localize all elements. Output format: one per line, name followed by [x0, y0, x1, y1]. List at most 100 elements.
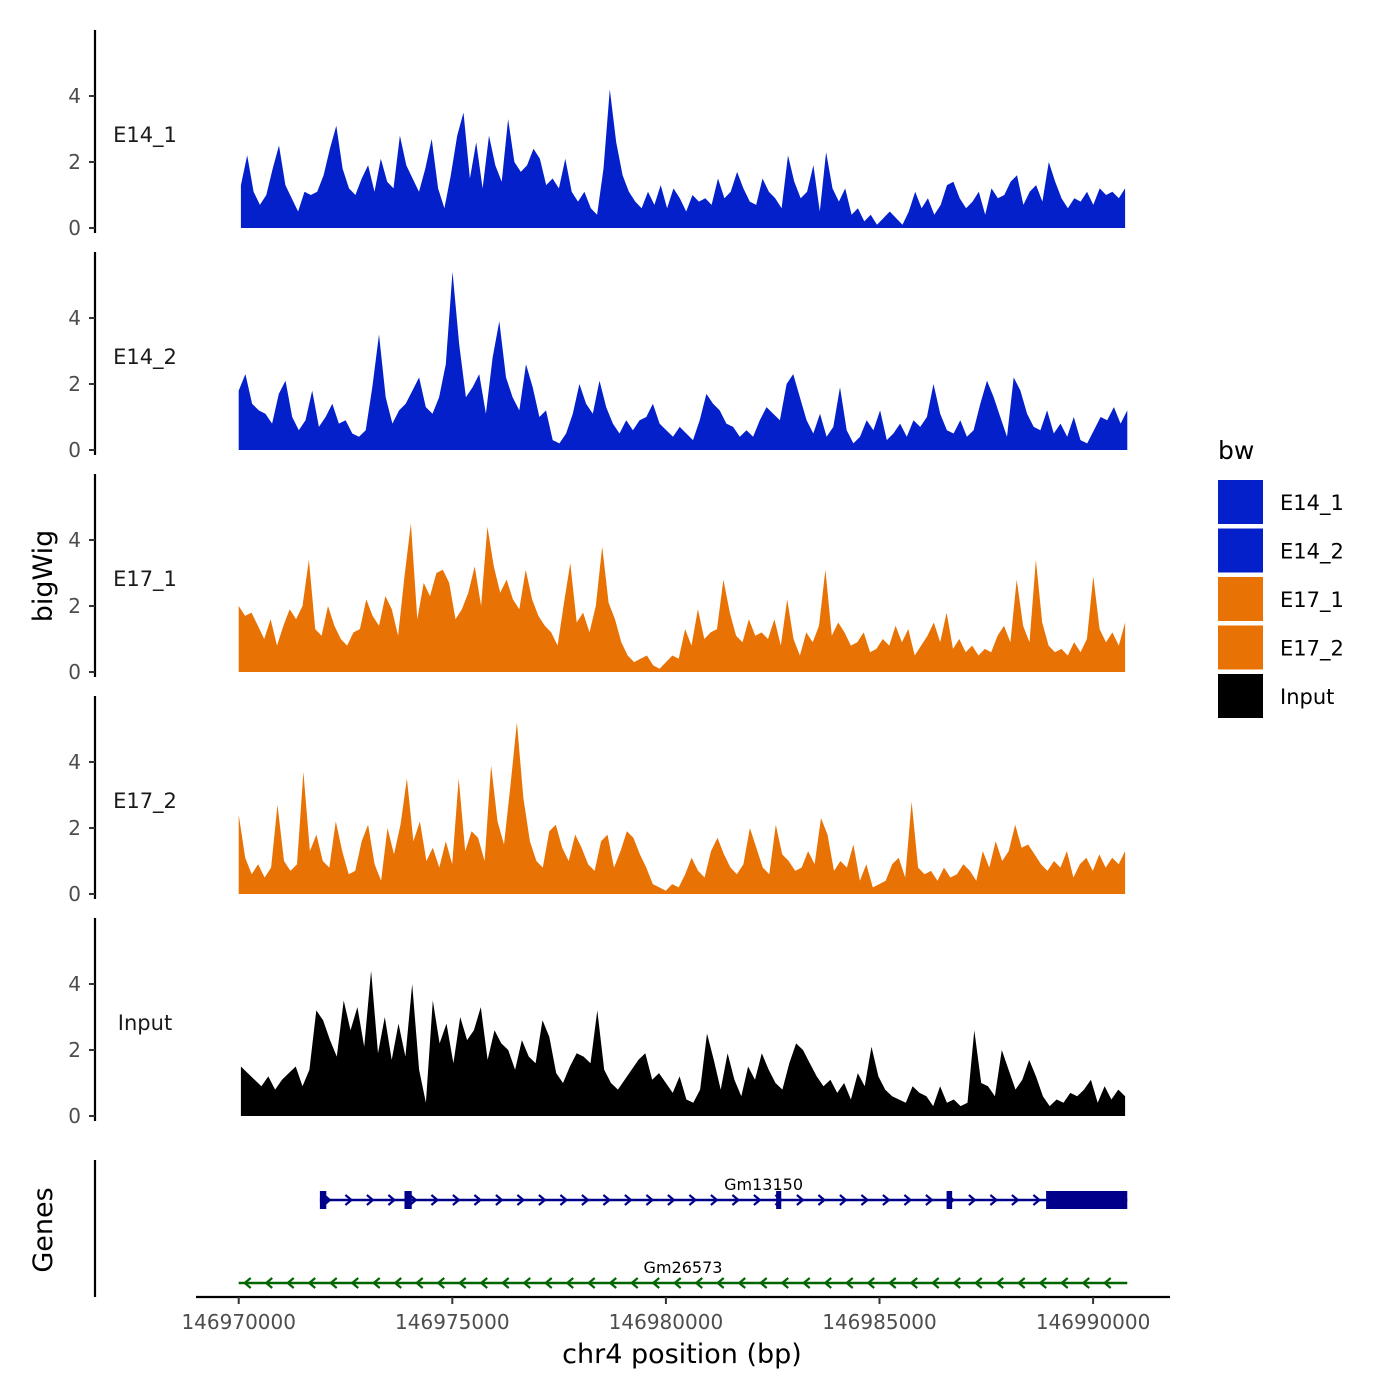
- signal-area-e14_1: [240, 89, 1126, 229]
- strand-arrow: [452, 1194, 461, 1206]
- legend-title: bw: [1218, 436, 1254, 465]
- strand-arrow: [817, 1194, 827, 1206]
- y-tick-label: 2: [68, 372, 81, 396]
- legend-entry-e14_2: E14_2: [1218, 528, 1344, 573]
- y-tick-label: 2: [68, 594, 81, 618]
- track-input: 0 2 4 Input: [68, 918, 1126, 1128]
- track-e17_2: 0 2 4 E17_2: [68, 696, 1126, 906]
- legend-label: Input: [1280, 685, 1334, 709]
- strand-arrow: [1011, 1194, 1020, 1206]
- y-tick-label: 4: [68, 84, 81, 108]
- track-e14_1: 0 2 4 E14_1: [68, 30, 1126, 240]
- strand-arrow: [909, 1277, 918, 1289]
- strand-arrow: [1032, 1194, 1042, 1206]
- strand-arrow: [882, 1194, 891, 1206]
- strand-arrow: [995, 1277, 1004, 1289]
- strand-arrow: [688, 1194, 698, 1206]
- strand-arrow: [931, 1277, 940, 1289]
- strand-arrow: [522, 1277, 531, 1289]
- strand-arrow: [989, 1194, 999, 1206]
- strand-arrow: [559, 1194, 569, 1206]
- strand-arrow: [329, 1277, 338, 1289]
- strand-arrow: [516, 1194, 526, 1206]
- strand-arrow: [630, 1277, 639, 1289]
- strand-arrow: [479, 1277, 488, 1289]
- x-tick-label: 146990000: [1036, 1310, 1151, 1334]
- strand-arrow: [839, 1194, 848, 1206]
- y-tick-label: 2: [68, 1038, 81, 1062]
- strand-arrow: [796, 1194, 805, 1206]
- strand-arrow: [694, 1277, 703, 1289]
- strand-arrow: [286, 1277, 295, 1289]
- strand-arrow: [415, 1277, 424, 1289]
- strand-arrow: [968, 1194, 977, 1206]
- strand-arrow: [495, 1194, 504, 1206]
- x-tick-label: 146975000: [395, 1310, 510, 1334]
- strand-arrow: [866, 1277, 875, 1289]
- strand-arrow: [925, 1194, 934, 1206]
- x-tick-label: 146980000: [609, 1310, 724, 1334]
- y-tick-label: 0: [68, 438, 81, 462]
- x-axis-title: chr4 position (bp): [562, 1339, 802, 1370]
- strand-arrow: [780, 1277, 789, 1289]
- signal-area-e17_2: [238, 722, 1126, 894]
- strand-arrow: [673, 1277, 682, 1289]
- legend-swatch: [1218, 480, 1263, 524]
- strand-arrow: [1081, 1277, 1090, 1289]
- legend-swatch: [1218, 528, 1263, 573]
- strand-arrow: [710, 1194, 719, 1206]
- strand-arrow: [1038, 1277, 1047, 1289]
- exon: [946, 1191, 953, 1209]
- strand-arrow: [372, 1277, 381, 1289]
- y-tick-label: 0: [68, 660, 81, 684]
- strand-arrow: [624, 1194, 633, 1206]
- exon: [319, 1191, 327, 1209]
- y-tick-label: 0: [68, 216, 81, 240]
- strand-arrow: [387, 1194, 397, 1206]
- strand-arrow: [430, 1194, 440, 1206]
- strand-arrow: [393, 1277, 402, 1289]
- track-e17_1: 0 2 4 E17_1: [68, 474, 1126, 684]
- strand-arrow: [1103, 1277, 1112, 1289]
- y-tick-label: 0: [68, 882, 81, 906]
- strand-arrow: [264, 1277, 273, 1289]
- genes-layer: Gm13150 Gm26573: [93, 1160, 1128, 1297]
- strand-arrow: [731, 1194, 741, 1206]
- x-tick-label: 146985000: [822, 1310, 937, 1334]
- strand-arrow: [974, 1277, 983, 1289]
- y-tick-label: 4: [68, 750, 81, 774]
- strand-arrow: [753, 1194, 762, 1206]
- strand-arrow: [436, 1277, 445, 1289]
- strand-arrow: [473, 1194, 483, 1206]
- legend-label: E14_1: [1280, 491, 1344, 516]
- strand-arrow: [581, 1194, 590, 1206]
- strand-arrow: [587, 1277, 596, 1289]
- strand-arrow: [544, 1277, 553, 1289]
- y-axis-title: bigWig: [28, 530, 59, 623]
- signal-area-input: [240, 970, 1126, 1116]
- legend-swatch: [1218, 625, 1263, 670]
- legend-entry-e17_1: E17_1: [1218, 577, 1344, 621]
- genes-axis-title: Genes: [28, 1187, 59, 1272]
- strand-arrow: [645, 1194, 655, 1206]
- strand-arrow: [716, 1277, 725, 1289]
- legend-entry-e14_1: E14_1: [1218, 480, 1344, 524]
- strand-arrow: [888, 1277, 897, 1289]
- track-label: E14_2: [113, 345, 177, 370]
- strand-arrow: [538, 1194, 547, 1206]
- legend-label: E17_2: [1280, 637, 1344, 662]
- exon: [776, 1191, 782, 1209]
- strand-arrow: [243, 1277, 252, 1289]
- strand-arrow: [366, 1194, 375, 1206]
- gene-gm13150: Gm13150: [319, 1175, 1128, 1209]
- strand-arrow: [759, 1277, 768, 1289]
- legend-entry-e17_2: E17_2: [1218, 625, 1344, 670]
- strand-arrow: [565, 1277, 574, 1289]
- legend-label: E17_1: [1280, 588, 1344, 613]
- exon: [1046, 1191, 1128, 1209]
- x-tick-label: 146970000: [181, 1310, 296, 1334]
- strand-arrow: [667, 1194, 676, 1206]
- strand-arrow: [307, 1277, 316, 1289]
- track-e14_2: 0 2 4 E14_2: [68, 252, 1128, 462]
